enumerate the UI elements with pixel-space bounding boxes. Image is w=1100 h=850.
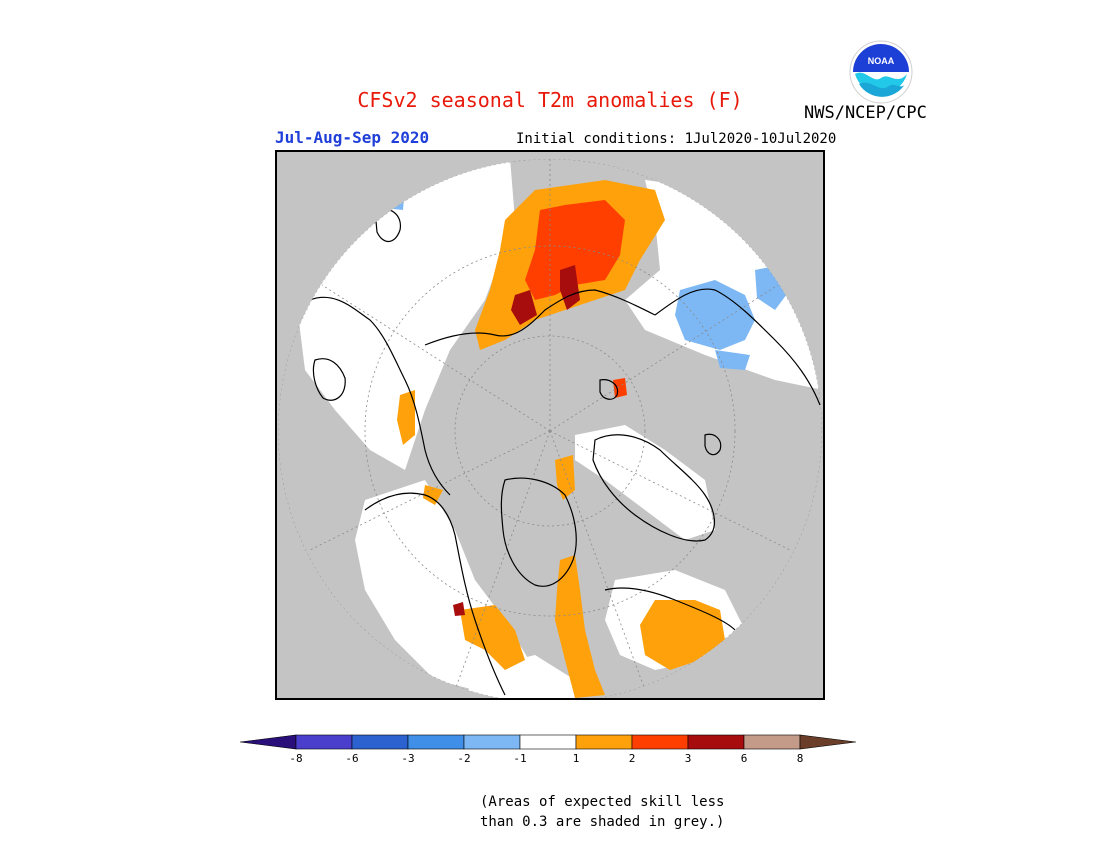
colorbar-cell [575, 734, 633, 750]
colorbar-tick-label: 2 [628, 752, 636, 765]
forecast-period: Jul-Aug-Sep 2020 [275, 128, 430, 147]
colorbar-cell [687, 734, 745, 750]
colorbar-tick-label: -6 [345, 752, 359, 765]
skill-note: (Areas of expected skill less than 0.3 a… [480, 792, 724, 832]
map-title-text: CFSv2 seasonal T2m anomalies (F) [357, 88, 743, 112]
polar-anomaly-map [275, 150, 825, 700]
map-title: CFSv2 seasonal T2m anomalies (F) [0, 88, 1100, 112]
noaa-logo: NOAA [849, 40, 913, 104]
colorbar-tick-label: 8 [796, 752, 804, 765]
colorbar-arrow-low [240, 734, 297, 750]
colorbar-cell [351, 734, 409, 750]
agency-label: NWS/NCEP/CPC [804, 103, 927, 123]
colorbar-cell [743, 734, 801, 750]
colorbar-cell [463, 734, 521, 750]
map-border [275, 150, 825, 700]
colorbar-cell [519, 734, 577, 750]
colorbar-tick-labels: -8 -6 -3 -2 -1 1 2 3 6 8 [240, 752, 860, 768]
colorbar-tick-label: -1 [513, 752, 527, 765]
coastlines [309, 208, 821, 696]
colorbar-tick-label: 3 [684, 752, 692, 765]
noaa-logo-text: NOAA [868, 56, 895, 66]
initial-conditions: Initial conditions: 1Jul2020-10Jul2020 [516, 131, 837, 147]
above-normal-3to6-regions [453, 265, 580, 616]
skill-note-line1: (Areas of expected skill less [480, 794, 725, 810]
colorbar [240, 734, 857, 750]
colorbar-cell [295, 734, 353, 750]
colorbar-arrow-high [799, 734, 857, 750]
colorbar-tick-label: -8 [289, 752, 303, 765]
graticule [309, 159, 791, 691]
skill-note-line2: than 0.3 are shaded in grey.) [480, 814, 725, 830]
colorbar-cell [631, 734, 689, 750]
colorbar-cell [407, 734, 465, 750]
colorbar-tick-label: -2 [457, 752, 471, 765]
colorbar-tick-label: -3 [401, 752, 415, 765]
colorbar-tick-label: 6 [740, 752, 748, 765]
colorbar-tick-label: 1 [572, 752, 580, 765]
map-domain [278, 159, 822, 700]
